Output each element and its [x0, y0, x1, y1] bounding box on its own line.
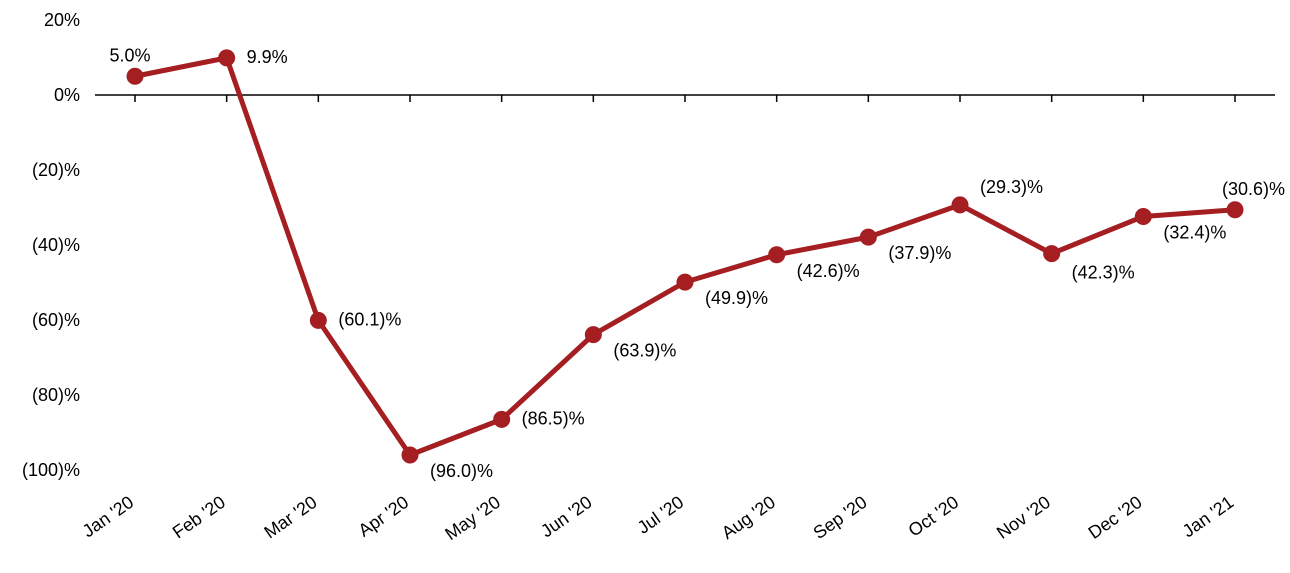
data-marker — [585, 327, 601, 343]
data-label: (63.9)% — [613, 341, 676, 361]
data-marker — [1227, 202, 1243, 218]
data-label: (42.3)% — [1072, 263, 1135, 283]
data-label: (86.5)% — [522, 408, 585, 428]
data-marker — [219, 50, 235, 66]
data-label: (32.4)% — [1163, 223, 1226, 243]
data-marker — [677, 274, 693, 290]
y-tick-label: (40)% — [32, 235, 80, 255]
line-chart: 20%0%(20)%(40)%(60)%(80)%(100)%Jan '20Fe… — [0, 0, 1290, 573]
data-marker — [769, 247, 785, 263]
y-tick-label: (60)% — [32, 310, 80, 330]
data-label: (49.9)% — [705, 288, 768, 308]
y-tick-label: (80)% — [32, 385, 80, 405]
data-label: (37.9)% — [888, 243, 951, 263]
data-label: (29.3)% — [980, 177, 1043, 197]
data-marker — [310, 312, 326, 328]
y-tick-label: (100)% — [22, 460, 80, 480]
data-label: (96.0)% — [430, 461, 493, 481]
data-label: (60.1)% — [338, 309, 401, 329]
data-label: 5.0% — [109, 45, 150, 65]
data-marker — [127, 68, 143, 84]
data-marker — [1135, 209, 1151, 225]
data-label: (42.6)% — [797, 261, 860, 281]
data-marker — [860, 229, 876, 245]
data-marker — [402, 447, 418, 463]
data-marker — [952, 197, 968, 213]
y-tick-label: 0% — [54, 85, 80, 105]
data-marker — [494, 411, 510, 427]
y-tick-label: 20% — [44, 10, 80, 30]
data-marker — [1044, 246, 1060, 262]
data-label: 9.9% — [247, 47, 288, 67]
y-tick-label: (20)% — [32, 160, 80, 180]
data-label: (30.6)% — [1222, 179, 1285, 199]
